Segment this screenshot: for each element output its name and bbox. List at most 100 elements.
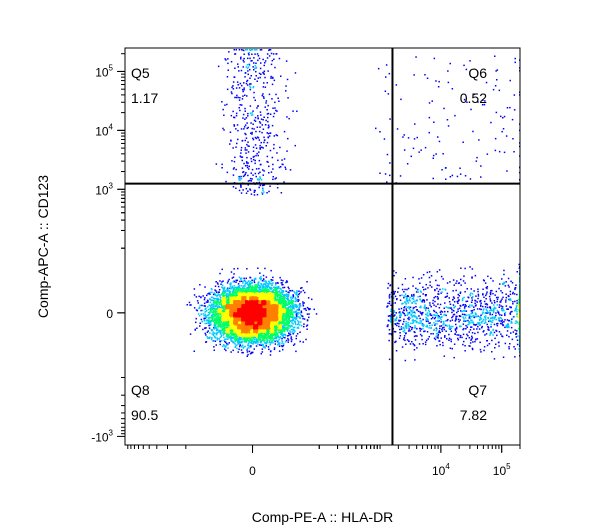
- event-dot: [210, 328, 212, 331]
- event-dot: [267, 124, 270, 126]
- event-dot: [480, 305, 482, 307]
- event-dot: [292, 110, 294, 112]
- event-dot: [230, 271, 233, 273]
- event-dot: [292, 295, 294, 298]
- event-dot: [231, 160, 233, 162]
- event-dot: [282, 279, 284, 282]
- event-dot: [422, 328, 424, 330]
- event-dot: [389, 284, 392, 286]
- event-dot: [431, 324, 433, 326]
- event-dot: [424, 294, 427, 296]
- event-dot: [252, 110, 254, 112]
- event-dot: [259, 336, 262, 338]
- event-dot: [416, 328, 418, 330]
- event-dot: [267, 339, 269, 341]
- event-dot: [271, 282, 273, 285]
- event-dot: [384, 90, 387, 92]
- event-dot: [397, 291, 399, 293]
- event-dot: [287, 314, 289, 316]
- event-dot: [205, 307, 207, 309]
- event-dot: [440, 292, 442, 294]
- event-dot: [489, 320, 491, 323]
- event-dot: [223, 129, 225, 131]
- event-dot: [491, 316, 493, 319]
- event-dot: [245, 340, 248, 343]
- event-dot: [247, 190, 249, 192]
- event-dot: [210, 308, 213, 310]
- event-dot: [282, 296, 285, 298]
- event-dot: [496, 334, 498, 337]
- event-dot: [433, 322, 435, 324]
- event-dot: [186, 304, 188, 306]
- event-dot: [409, 343, 412, 345]
- event-dot: [252, 86, 254, 89]
- event-dot: [215, 322, 218, 325]
- event-dot: [251, 286, 253, 288]
- event-dot: [230, 283, 232, 286]
- event-dot: [237, 66, 239, 68]
- event-dot: [277, 287, 280, 289]
- event-dot: [469, 306, 471, 308]
- event-dot: [209, 311, 211, 314]
- event-dot: [414, 359, 416, 361]
- event-dot: [400, 313, 402, 315]
- event-dot: [485, 312, 488, 314]
- event-dot: [247, 141, 249, 143]
- event-dot: [237, 129, 239, 132]
- event-dot: [283, 319, 286, 322]
- event-dot: [269, 292, 271, 295]
- event-dot: [414, 326, 417, 329]
- event-dot: [237, 287, 239, 289]
- event-dot: [219, 309, 221, 311]
- event-dot: [496, 298, 499, 301]
- event-dot: [451, 347, 453, 350]
- event-dot: [207, 317, 210, 319]
- event-dot: [452, 296, 455, 298]
- event-dot: [251, 168, 254, 171]
- event-dot: [430, 314, 433, 317]
- event-dot: [230, 288, 232, 290]
- event-dot: [291, 309, 293, 312]
- event-dot: [221, 163, 223, 166]
- event-dot: [270, 335, 272, 337]
- event-dot: [257, 284, 260, 286]
- event-dot: [296, 293, 298, 296]
- event-dot: [239, 109, 241, 112]
- event-dot: [234, 156, 236, 159]
- event-dot: [206, 294, 208, 297]
- event-dot: [513, 94, 516, 96]
- event-dot: [264, 347, 266, 349]
- event-dot: [513, 293, 516, 295]
- event-dot: [269, 282, 271, 284]
- event-dot: [438, 284, 440, 287]
- event-dot: [454, 319, 457, 321]
- event-dot: [285, 322, 287, 325]
- event-dot: [288, 309, 290, 311]
- event-dot: [213, 327, 215, 329]
- event-dot: [278, 285, 280, 288]
- event-dot: [283, 298, 285, 300]
- event-dot: [429, 324, 431, 327]
- event-dot: [211, 318, 214, 320]
- event-dot: [455, 289, 457, 292]
- event-dot: [516, 321, 518, 323]
- event-dot: [214, 301, 216, 303]
- event-dot: [262, 93, 264, 95]
- event-dot: [402, 338, 405, 341]
- event-dot: [469, 304, 471, 306]
- event-dot: [281, 297, 284, 300]
- event-dot: [480, 308, 482, 311]
- event-dot: [270, 333, 273, 335]
- event-dot: [302, 305, 305, 307]
- event-dot: [428, 271, 431, 273]
- event-dot: [508, 325, 510, 327]
- event-dot: [395, 316, 398, 318]
- event-dot: [220, 311, 223, 314]
- event-dot: [244, 139, 246, 142]
- event-dot: [233, 116, 236, 119]
- event-dot: [498, 304, 501, 306]
- event-dot: [388, 295, 391, 297]
- event-dot: [470, 326, 473, 328]
- event-dot: [266, 113, 269, 115]
- event-dot: [246, 149, 248, 151]
